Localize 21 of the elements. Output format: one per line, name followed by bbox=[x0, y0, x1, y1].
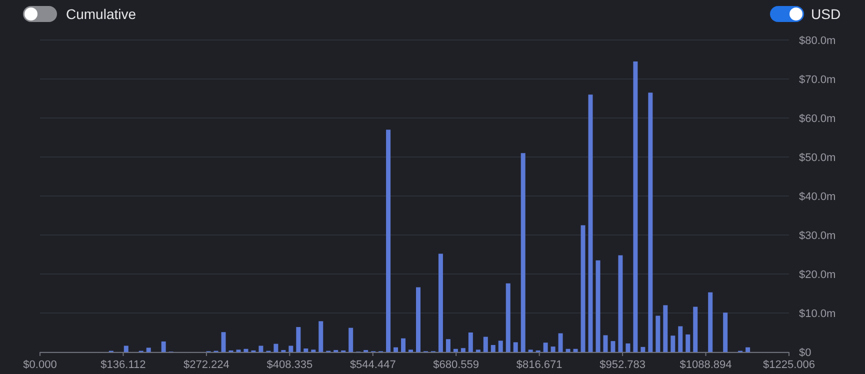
text: USD bbox=[811, 6, 841, 22]
y-tick-label: $20.0m bbox=[799, 269, 836, 281]
x-tick-label: $680.559 bbox=[433, 359, 480, 371]
x-tick-label: $816.671 bbox=[516, 359, 562, 371]
x-tick-label: $544.447 bbox=[350, 359, 396, 371]
y-tick-label: $80.0m bbox=[799, 35, 836, 47]
y-tick-label: $60.0m bbox=[799, 113, 836, 125]
x-tick-label: $0.000 bbox=[23, 359, 57, 371]
y-tick-label: $30.0m bbox=[799, 230, 836, 242]
x-tick-label: $408.335 bbox=[266, 359, 313, 371]
y-tick-label: $10.0m bbox=[799, 308, 836, 320]
x-tick-label: $1225.006 bbox=[763, 359, 815, 371]
y-tick-label: $0 bbox=[799, 347, 812, 359]
text: Cumulative bbox=[66, 6, 136, 22]
x-tick-label: $952.783 bbox=[600, 359, 646, 371]
x-tick-label: $272.224 bbox=[184, 359, 230, 371]
x-tick-label: $136.112 bbox=[100, 359, 146, 371]
y-tick-label: $40.0m bbox=[799, 191, 836, 203]
y-tick-label: $70.0m bbox=[799, 74, 836, 86]
x-tick-label: $1088.894 bbox=[680, 359, 732, 371]
y-tick-label: $50.0m bbox=[799, 152, 836, 164]
